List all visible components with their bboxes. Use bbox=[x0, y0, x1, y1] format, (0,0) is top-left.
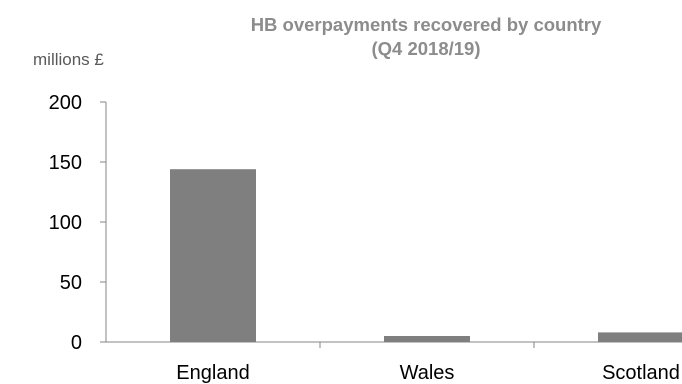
x-tick-label: England bbox=[176, 362, 249, 384]
bar-wales bbox=[384, 336, 470, 342]
y-tick-label: 150 bbox=[49, 152, 82, 174]
chart-title-line-2: (Q4 2018/19) bbox=[371, 38, 481, 59]
bar-scotland bbox=[598, 332, 682, 342]
y-tick-label: 0 bbox=[71, 332, 82, 354]
y-axis-unit-label: millions £ bbox=[33, 50, 104, 69]
x-tick-label: Wales bbox=[400, 362, 455, 384]
bar-england bbox=[170, 169, 256, 342]
chart-title-line-1: HB overpayments recovered by country bbox=[250, 14, 602, 35]
x-tick-label: Scotland bbox=[602, 362, 680, 384]
y-tick-label: 50 bbox=[60, 272, 82, 294]
y-tick-label: 100 bbox=[49, 212, 82, 234]
y-tick-label: 200 bbox=[49, 92, 82, 114]
